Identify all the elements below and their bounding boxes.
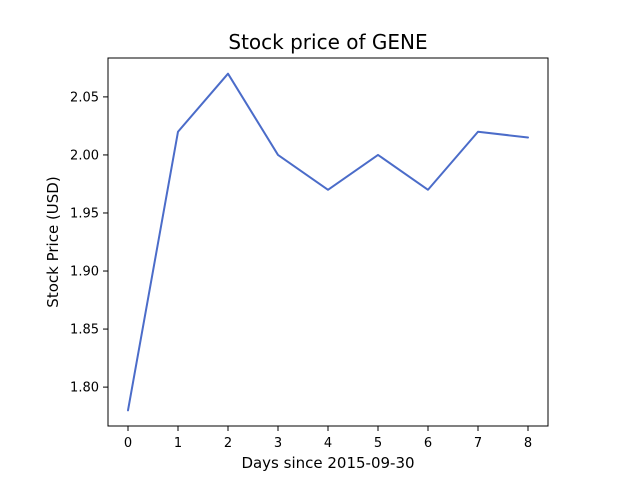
x-tick-label: 2: [224, 436, 232, 451]
y-axis-label: Stock Price (USD): [44, 176, 62, 307]
x-tick-label: 8: [524, 436, 532, 451]
x-tick-label: 0: [124, 436, 132, 451]
y-tick-label: 2.00: [70, 148, 99, 163]
y-tick-label: 1.80: [70, 381, 99, 396]
y-tick-label: 1.85: [70, 323, 99, 338]
x-tick-label: 6: [424, 436, 432, 451]
x-tick-label: 4: [324, 436, 332, 451]
x-tick-label: 3: [274, 436, 282, 451]
x-tick-label: 7: [474, 436, 482, 451]
x-axis-label: Days since 2015-09-30: [241, 454, 414, 472]
x-tick-label: 5: [374, 436, 382, 451]
x-tick-label: 1: [174, 436, 182, 451]
chart-title: Stock price of GENE: [228, 30, 427, 54]
y-tick-label: 1.95: [70, 206, 99, 221]
plot-area: [108, 58, 548, 426]
y-tick-label: 1.90: [70, 265, 99, 280]
y-tick-label: 2.05: [70, 90, 99, 105]
